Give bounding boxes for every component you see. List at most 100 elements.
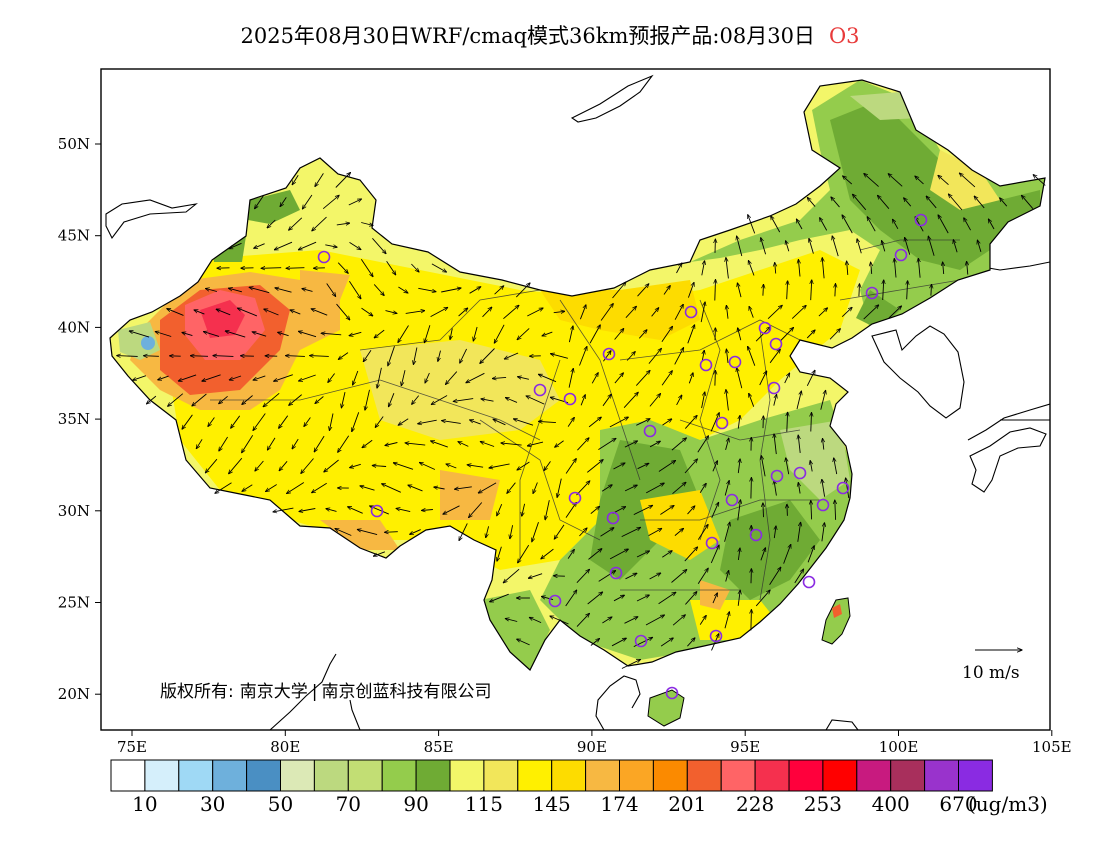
colorbar-swatch	[958, 759, 993, 792]
lon-tick-label: 75E	[117, 738, 147, 756]
wind-arrow	[959, 173, 976, 188]
wind-arrow	[497, 546, 502, 561]
wind-arrow	[229, 375, 242, 380]
wind-arrow	[385, 532, 398, 533]
wind-arrow	[522, 503, 526, 516]
wind-arrow	[738, 415, 740, 429]
wind-arrow	[299, 508, 316, 512]
wind-arrow	[624, 485, 637, 492]
wind-arrow	[774, 526, 776, 539]
wind-arrow	[863, 305, 879, 320]
station-marker	[914, 213, 928, 227]
lat-tick-label: 40N	[58, 318, 90, 336]
wind-arrow	[649, 441, 660, 448]
wind-arrow	[638, 330, 647, 339]
colorbar-swatch	[686, 759, 722, 792]
wind-arrow	[254, 243, 265, 249]
wind-arrow	[685, 592, 697, 605]
wind-arrow	[835, 284, 836, 297]
wind-arrow	[821, 523, 825, 542]
wind-arrow	[738, 328, 742, 341]
wind-arrow	[349, 242, 361, 249]
wind-arrow	[988, 219, 995, 230]
wind-arrow	[405, 443, 426, 446]
station-marker	[715, 416, 729, 430]
wind-arrow	[382, 484, 401, 493]
wind-arrow	[834, 458, 838, 475]
wind-arrow	[625, 306, 637, 319]
wind-arrow	[791, 305, 806, 319]
wind-arrow	[609, 549, 628, 560]
wind-arrow	[430, 307, 448, 317]
wind-arrow	[771, 216, 781, 233]
wind-arrow	[878, 195, 890, 209]
wind-arrow	[273, 507, 294, 512]
wind-arrow	[623, 392, 638, 409]
wind-arrow	[787, 504, 788, 516]
colorbar-swatch	[280, 759, 315, 792]
wind-arrow	[550, 616, 569, 625]
wind-arrow	[600, 528, 614, 537]
wind-arrow	[551, 354, 569, 359]
wind-arrow	[621, 660, 641, 669]
wind-arrow	[857, 239, 862, 254]
wind-arrow	[529, 617, 542, 624]
colorbar-label: 670	[939, 792, 978, 816]
wind-arrow	[699, 615, 706, 625]
wind-arrow	[312, 482, 327, 493]
wind-arrow	[393, 463, 414, 470]
wind-arrow	[518, 544, 530, 563]
wind-arrow	[299, 374, 316, 381]
wind-arrow	[431, 441, 448, 448]
wind-arrow	[372, 238, 386, 253]
wind-arrow	[505, 619, 518, 622]
colorbar-swatch	[788, 759, 824, 792]
wind-arrow	[255, 195, 265, 208]
wind-arrow	[242, 434, 254, 453]
colorbar-swatch	[551, 759, 587, 792]
wind-arrow	[280, 197, 287, 206]
wind-arrow	[385, 310, 397, 314]
wind-arrow	[466, 372, 485, 382]
wind-arrow	[565, 590, 577, 607]
wind-arrow	[710, 545, 719, 564]
wind-arrow	[699, 483, 706, 493]
wind-scale-label: 10 m/s	[962, 663, 1020, 683]
wind-arrow	[261, 268, 282, 269]
wind-arrow	[763, 503, 764, 518]
wind-arrow	[424, 325, 431, 343]
wind-arrow	[676, 263, 682, 274]
wind-arrow	[684, 415, 697, 429]
wind-arrow	[798, 260, 800, 277]
wind-arrow	[373, 284, 384, 295]
wind-arrow	[712, 461, 718, 472]
wind-arrow	[238, 308, 258, 317]
wind-arrow	[350, 463, 361, 467]
wind-arrow	[363, 350, 372, 361]
wind-arrow	[503, 568, 520, 583]
wind-arrow	[242, 395, 253, 405]
wind-arrow	[580, 395, 585, 406]
wind-arrow	[242, 484, 253, 492]
taiwan-island	[821, 597, 851, 645]
colorbar-swatch	[110, 759, 146, 792]
wind-arrow	[648, 528, 662, 536]
station-marker	[699, 358, 713, 372]
wind-arrow	[598, 571, 616, 582]
wind-arrow	[215, 482, 232, 494]
wind-arrow	[938, 175, 949, 186]
wind-arrow	[842, 215, 853, 234]
wind-arrow	[302, 194, 313, 209]
wind-arrow	[567, 549, 574, 559]
lat-tick-label: 25N	[58, 594, 90, 612]
wind-arrow	[835, 500, 836, 520]
wind-arrow	[748, 261, 755, 276]
wind-arrow	[503, 305, 519, 320]
wind-arrow	[469, 287, 481, 294]
wind-arrow	[249, 287, 270, 294]
wind-arrow	[810, 461, 812, 472]
wind-arrow	[252, 332, 267, 337]
wind-arrow	[710, 413, 719, 432]
wind-arrow	[480, 348, 495, 364]
colorbar-swatch	[585, 759, 620, 792]
